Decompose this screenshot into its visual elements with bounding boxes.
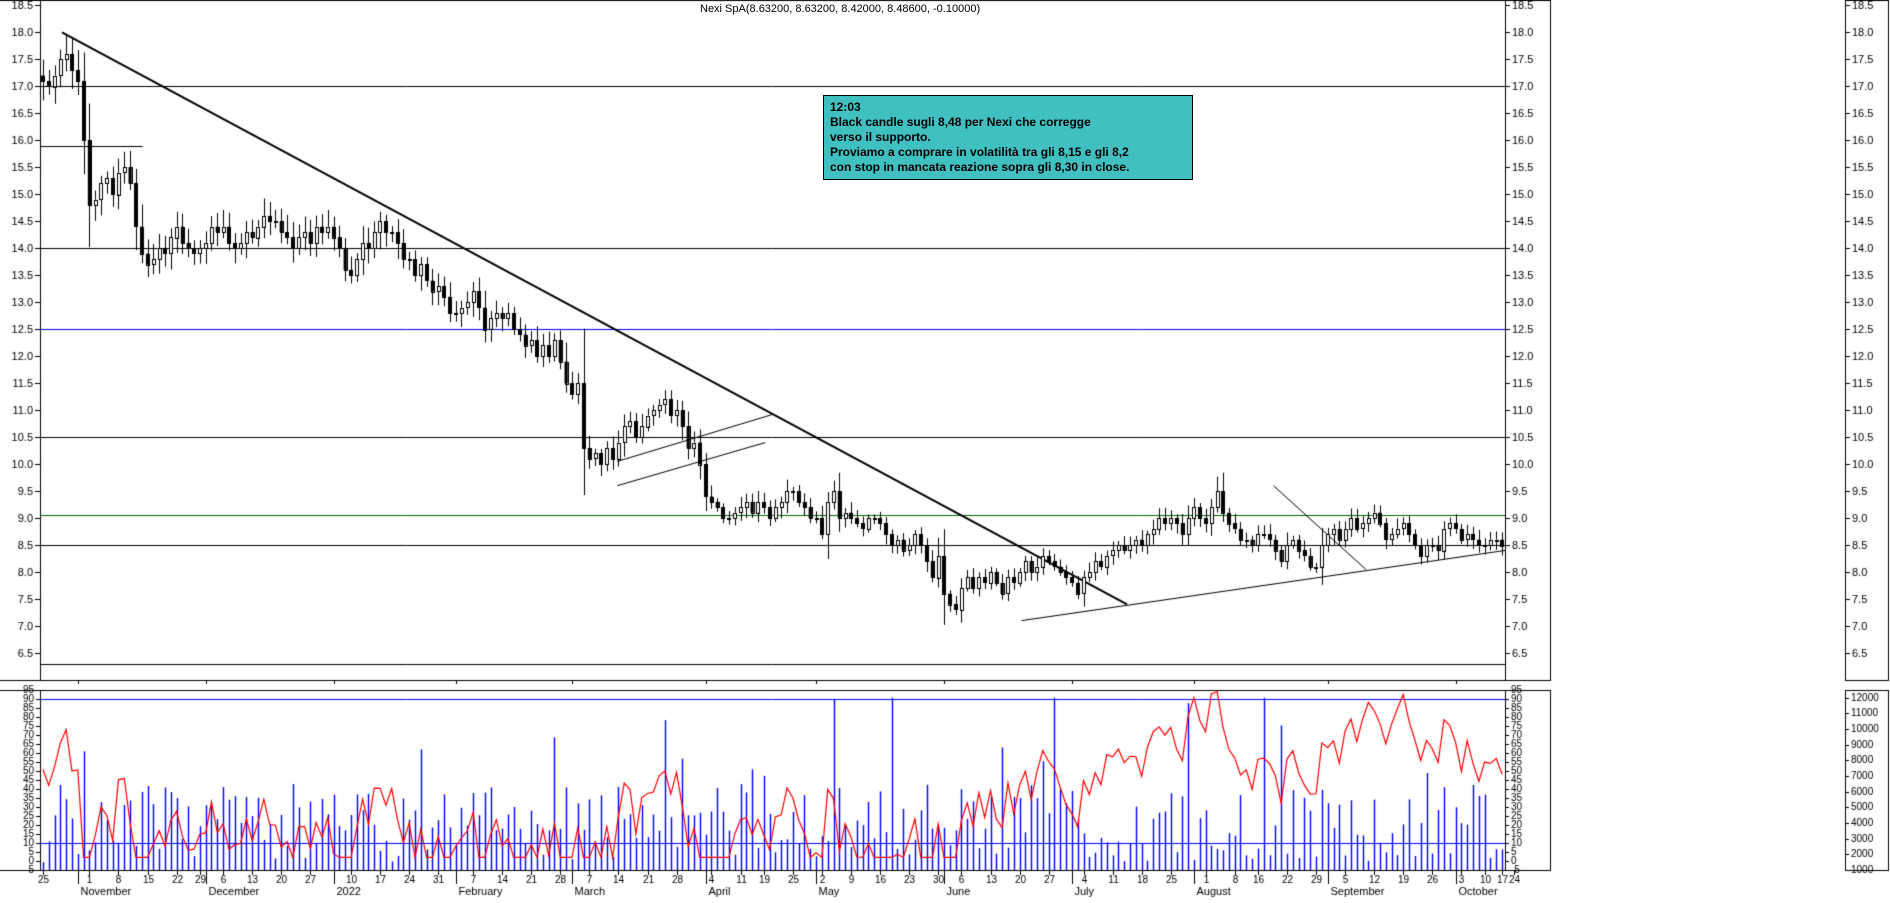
annotation-line2: verso il supporto.	[830, 130, 931, 144]
annotation-line1: Black candle sugli 8,48 per Nexi che cor…	[830, 115, 1091, 129]
chart-container: Nexi SpA(8.63200, 8.63200, 8.42000, 8.48…	[0, 0, 1890, 903]
annotation-time: 12:03	[830, 100, 1186, 115]
annotation-line4: con stop in mancata reazione sopra gli 8…	[830, 160, 1129, 174]
annotation-line3: Proviamo a comprare in volatilità tra gl…	[830, 145, 1129, 159]
annotation-box: 12:03 Black candle sugli 8,48 per Nexi c…	[823, 95, 1193, 180]
chart-title: Nexi SpA(8.63200, 8.63200, 8.42000, 8.48…	[700, 3, 980, 15]
